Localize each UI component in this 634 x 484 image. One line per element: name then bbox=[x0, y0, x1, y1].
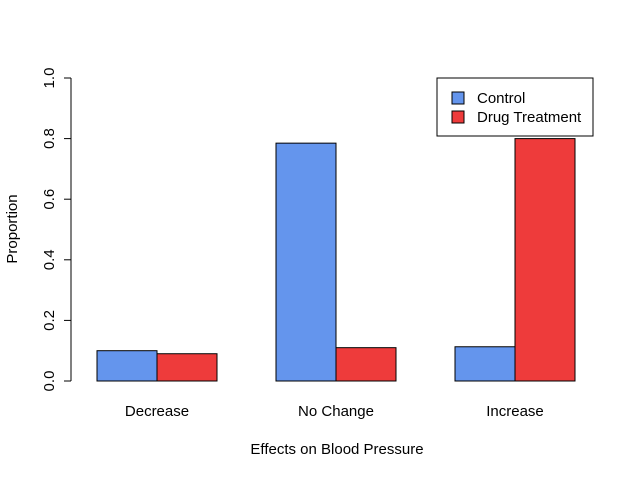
legend-swatch bbox=[451, 91, 465, 105]
x-category-labels: Decrease No Change Increase bbox=[125, 403, 544, 420]
legend: Control Drug Treatment bbox=[436, 77, 594, 137]
bar-control-decrease bbox=[96, 350, 158, 382]
x-axis-title: Effects on Blood Pressure bbox=[250, 441, 423, 458]
legend-swatch bbox=[451, 110, 465, 124]
x-category-label: Increase bbox=[486, 403, 544, 420]
x-category-label: No Change bbox=[298, 403, 374, 420]
bars-group bbox=[96, 138, 576, 382]
y-tick-label: 0.6 bbox=[41, 189, 58, 210]
y-axis-title: Proportion bbox=[4, 194, 21, 263]
legend-label: Drug Treatment bbox=[477, 109, 582, 126]
y-axis: 0.0 0.2 0.4 0.6 0.8 1.0 bbox=[41, 68, 72, 392]
bar-control-no-change bbox=[275, 142, 337, 382]
legend-label: Control bbox=[477, 90, 525, 107]
bar-control-increase bbox=[454, 346, 516, 382]
bar-drug-treatment-no-change bbox=[335, 347, 397, 382]
y-tick-label: 0.8 bbox=[41, 128, 58, 149]
x-category-label: Decrease bbox=[125, 403, 189, 420]
bar-drug-treatment-decrease bbox=[156, 353, 218, 382]
legend-box bbox=[436, 77, 594, 137]
bar-drug-treatment-increase bbox=[514, 138, 576, 382]
y-tick-label: 0.2 bbox=[41, 310, 58, 331]
y-tick-label: 0.4 bbox=[41, 249, 58, 270]
y-tick-label: 0.0 bbox=[41, 371, 58, 392]
y-tick-label: 1.0 bbox=[41, 68, 58, 89]
